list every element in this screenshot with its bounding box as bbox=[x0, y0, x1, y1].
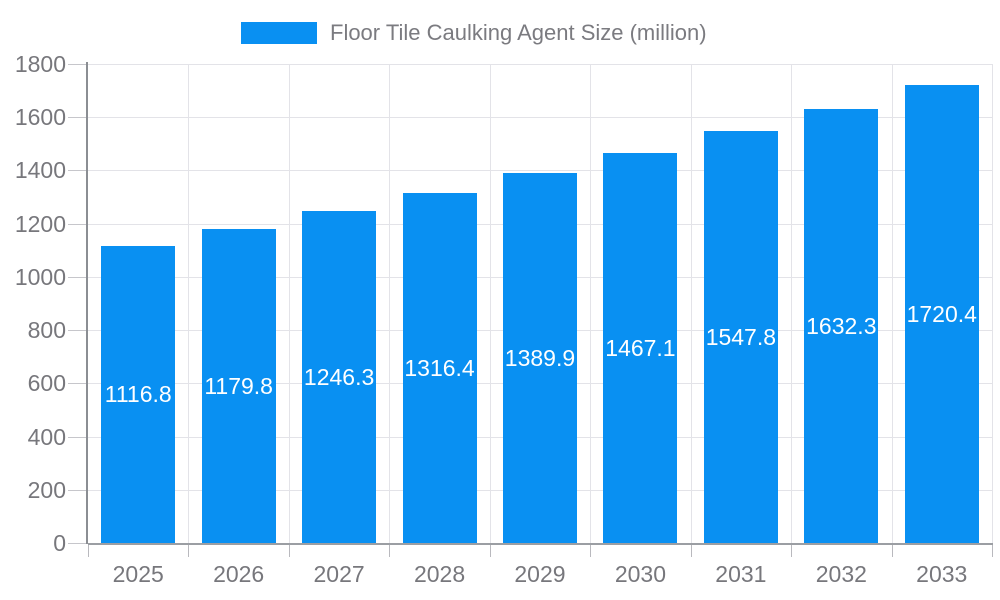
y-axis-tick bbox=[68, 383, 88, 385]
y-axis-tick bbox=[68, 330, 88, 332]
bar[interactable] bbox=[904, 85, 979, 543]
y-gridline bbox=[88, 64, 992, 65]
y-axis-tick-label: 1800 bbox=[14, 51, 66, 77]
x-axis-category-label: 2031 bbox=[715, 561, 767, 587]
y-axis-tick-label: 200 bbox=[27, 476, 66, 503]
bar[interactable] bbox=[804, 108, 879, 543]
x-axis-category-label: 2027 bbox=[313, 561, 365, 587]
x-axis-tick bbox=[791, 543, 793, 557]
x-axis-tick bbox=[88, 543, 89, 557]
y-axis-tick bbox=[68, 117, 88, 119]
x-axis-tick bbox=[891, 543, 893, 557]
y-axis-tick-label: 0 bbox=[53, 530, 66, 556]
y-axis-tick bbox=[68, 223, 88, 225]
x-gridline bbox=[188, 64, 190, 543]
x-gridline bbox=[489, 64, 491, 543]
x-gridline bbox=[791, 64, 793, 543]
bar-value-label: 1632.3 bbox=[806, 312, 877, 339]
y-axis-tick-label: 1200 bbox=[14, 210, 66, 237]
bar-value-label: 1389.9 bbox=[504, 345, 576, 372]
bar[interactable] bbox=[101, 245, 176, 543]
x-axis-category-label: 2032 bbox=[815, 561, 867, 587]
bar-value-label: 1116.8 bbox=[104, 381, 172, 408]
y-axis-tick-label: 1000 bbox=[14, 263, 66, 290]
x-axis-tick bbox=[188, 543, 190, 557]
x-axis-category-label: 2029 bbox=[514, 561, 566, 587]
x-axis-tick bbox=[489, 543, 491, 557]
bar-value-label: 1720.4 bbox=[906, 301, 977, 328]
x-axis-line bbox=[88, 543, 993, 545]
y-axis-tick-label: 800 bbox=[27, 317, 66, 344]
bar[interactable] bbox=[402, 192, 477, 543]
bar[interactable] bbox=[201, 229, 276, 543]
x-axis-category-label: 2030 bbox=[614, 561, 667, 587]
bar-value-label: 1179.8 bbox=[204, 373, 273, 400]
legend-swatch-icon bbox=[241, 22, 317, 44]
y-axis-tick bbox=[68, 543, 88, 544]
bar[interactable] bbox=[503, 173, 577, 543]
x-axis-tick bbox=[992, 543, 993, 557]
bar-value-label: 1316.4 bbox=[404, 354, 475, 381]
bar-value-label: 1467.1 bbox=[605, 334, 676, 361]
x-axis-category-label: 2026 bbox=[213, 561, 265, 587]
y-axis-tick-label: 600 bbox=[27, 370, 66, 397]
x-axis-tick bbox=[690, 543, 692, 557]
y-axis-tick-label: 400 bbox=[27, 423, 66, 450]
bar-value-label: 1547.8 bbox=[705, 324, 777, 351]
x-gridline bbox=[590, 64, 592, 543]
y-axis-tick-label: 1600 bbox=[14, 104, 66, 131]
y-gridline bbox=[88, 117, 992, 119]
legend-label: Floor Tile Caulking Agent Size (million) bbox=[330, 20, 707, 45]
bar[interactable] bbox=[302, 211, 377, 543]
x-gridline bbox=[891, 64, 893, 543]
y-axis-tick bbox=[68, 436, 88, 438]
y-axis-tick bbox=[68, 489, 88, 491]
y-gridline bbox=[88, 170, 992, 172]
x-axis-category-label: 2028 bbox=[413, 561, 466, 587]
x-gridline bbox=[690, 64, 692, 543]
x-axis-tick bbox=[389, 543, 391, 557]
x-axis-category-label: 2033 bbox=[916, 561, 968, 587]
chart-legend[interactable]: Floor Tile Caulking Agent Size (million) bbox=[241, 20, 707, 46]
x-gridline bbox=[288, 64, 290, 543]
y-axis-line bbox=[86, 62, 88, 544]
x-axis-tick bbox=[288, 543, 290, 557]
y-axis-tick bbox=[68, 170, 88, 172]
bar-value-label: 1246.3 bbox=[303, 364, 375, 391]
x-gridline bbox=[389, 64, 391, 543]
bar[interactable] bbox=[603, 152, 678, 543]
y-axis-tick bbox=[68, 64, 88, 65]
bar[interactable] bbox=[703, 131, 778, 543]
y-axis-tick-label: 1400 bbox=[14, 157, 66, 184]
x-axis-tick bbox=[590, 543, 592, 557]
y-axis-tick bbox=[68, 276, 88, 278]
x-axis-category-label: 2025 bbox=[112, 561, 164, 587]
x-gridline bbox=[992, 64, 993, 543]
